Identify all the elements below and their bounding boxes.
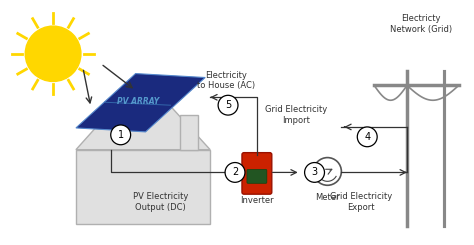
Text: Meter: Meter [315,193,340,202]
Text: 2: 2 [232,167,238,177]
Text: 1: 1 [118,130,124,140]
Text: Grid Electricity
Import: Grid Electricity Import [264,105,327,125]
Circle shape [305,162,325,182]
Polygon shape [180,115,198,150]
Text: 4: 4 [364,132,370,142]
Circle shape [225,162,245,182]
Circle shape [111,125,131,145]
Text: PV Electricity
Output (DC): PV Electricity Output (DC) [133,192,188,212]
Circle shape [357,127,377,147]
Text: PV ARRAY: PV ARRAY [118,97,160,106]
Text: 3: 3 [311,167,318,177]
Polygon shape [76,150,210,224]
FancyBboxPatch shape [242,153,272,194]
Text: Inverter: Inverter [240,196,273,205]
Text: Electricity
to House (AC): Electricity to House (AC) [197,71,255,90]
Text: 5: 5 [225,100,231,110]
Polygon shape [76,75,210,150]
Circle shape [218,95,238,115]
Circle shape [25,26,81,82]
Text: Grid Electricity
Export: Grid Electricity Export [330,192,392,212]
FancyBboxPatch shape [247,170,267,183]
Polygon shape [76,74,205,132]
Text: Electricty
Network (Grid): Electricty Network (Grid) [390,14,452,34]
Circle shape [313,158,341,185]
